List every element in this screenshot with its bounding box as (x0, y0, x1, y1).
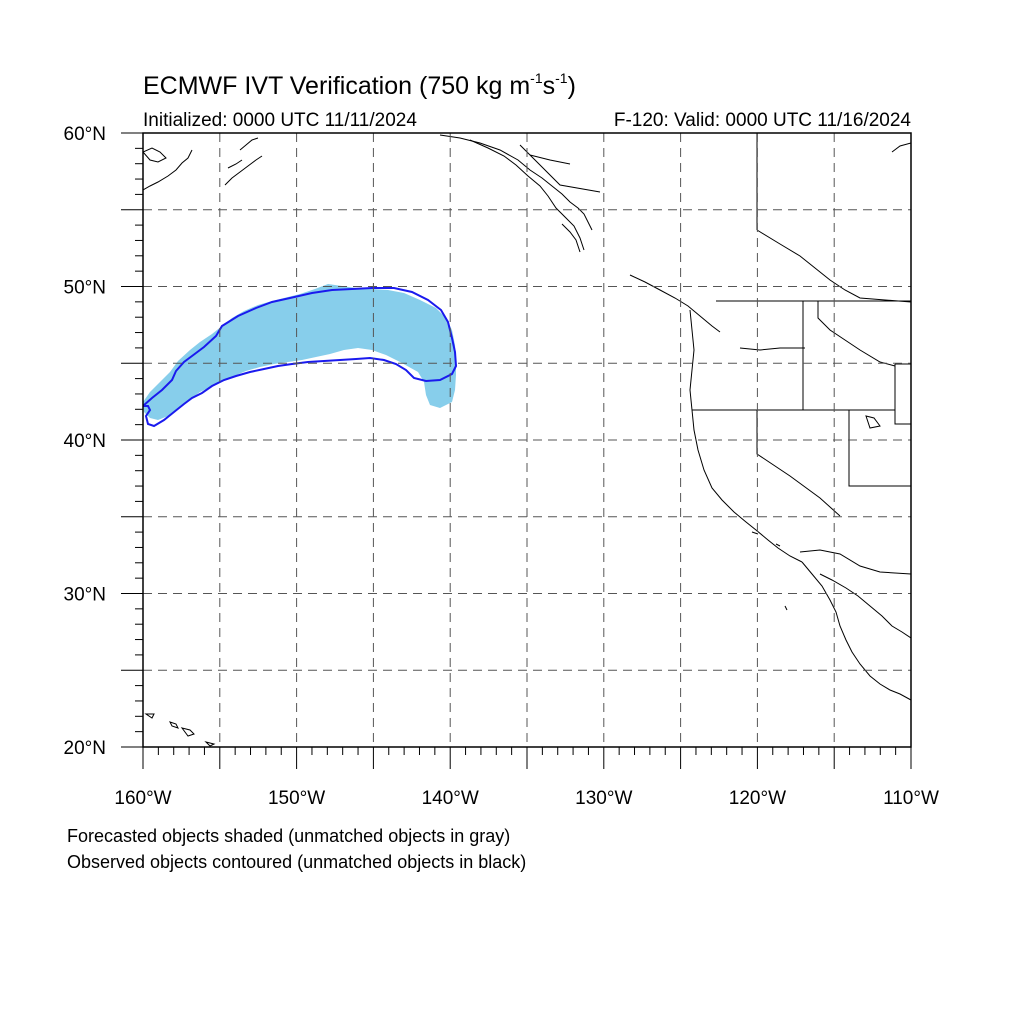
valid-time-label: F-120: Valid: 0000 UTC 11/16/2024 (613, 110, 911, 131)
border-layer (519, 133, 911, 575)
lat-label: 60°N (64, 124, 106, 145)
lat-label: 40°N (64, 431, 106, 452)
observed-object-contour (143, 287, 458, 428)
lon-label: 130°W (575, 788, 632, 809)
forecast-object (143, 284, 456, 420)
lon-label: 120°W (729, 788, 786, 809)
chart-title: ECMWF IVT Verification (750 kg m-1s-1) (143, 70, 576, 100)
lon-label: 150°W (268, 788, 325, 809)
longitude-labels: 160°W 150°W 140°W 130°W 120°W 110°W (114, 788, 939, 809)
observed-note: Observed objects contoured (unmatched ob… (67, 852, 527, 872)
lat-label: 50°N (64, 278, 106, 299)
axis-ticks (121, 132, 912, 769)
latitude-labels: 20°N 30°N 40°N 50°N 60°N (64, 124, 106, 759)
forecast-note: Forecasted objects shaded (unmatched obj… (67, 826, 511, 846)
lon-label: 140°W (422, 788, 479, 809)
lon-label: 110°W (883, 788, 939, 809)
graticule-grid (143, 133, 911, 747)
lat-label: 20°N (64, 738, 106, 759)
coastline-layer (143, 134, 911, 747)
lat-label: 30°N (64, 585, 106, 606)
lon-label: 160°W (114, 788, 171, 809)
initialized-label: Initialized: 0000 UTC 11/11/2024 (143, 110, 417, 131)
